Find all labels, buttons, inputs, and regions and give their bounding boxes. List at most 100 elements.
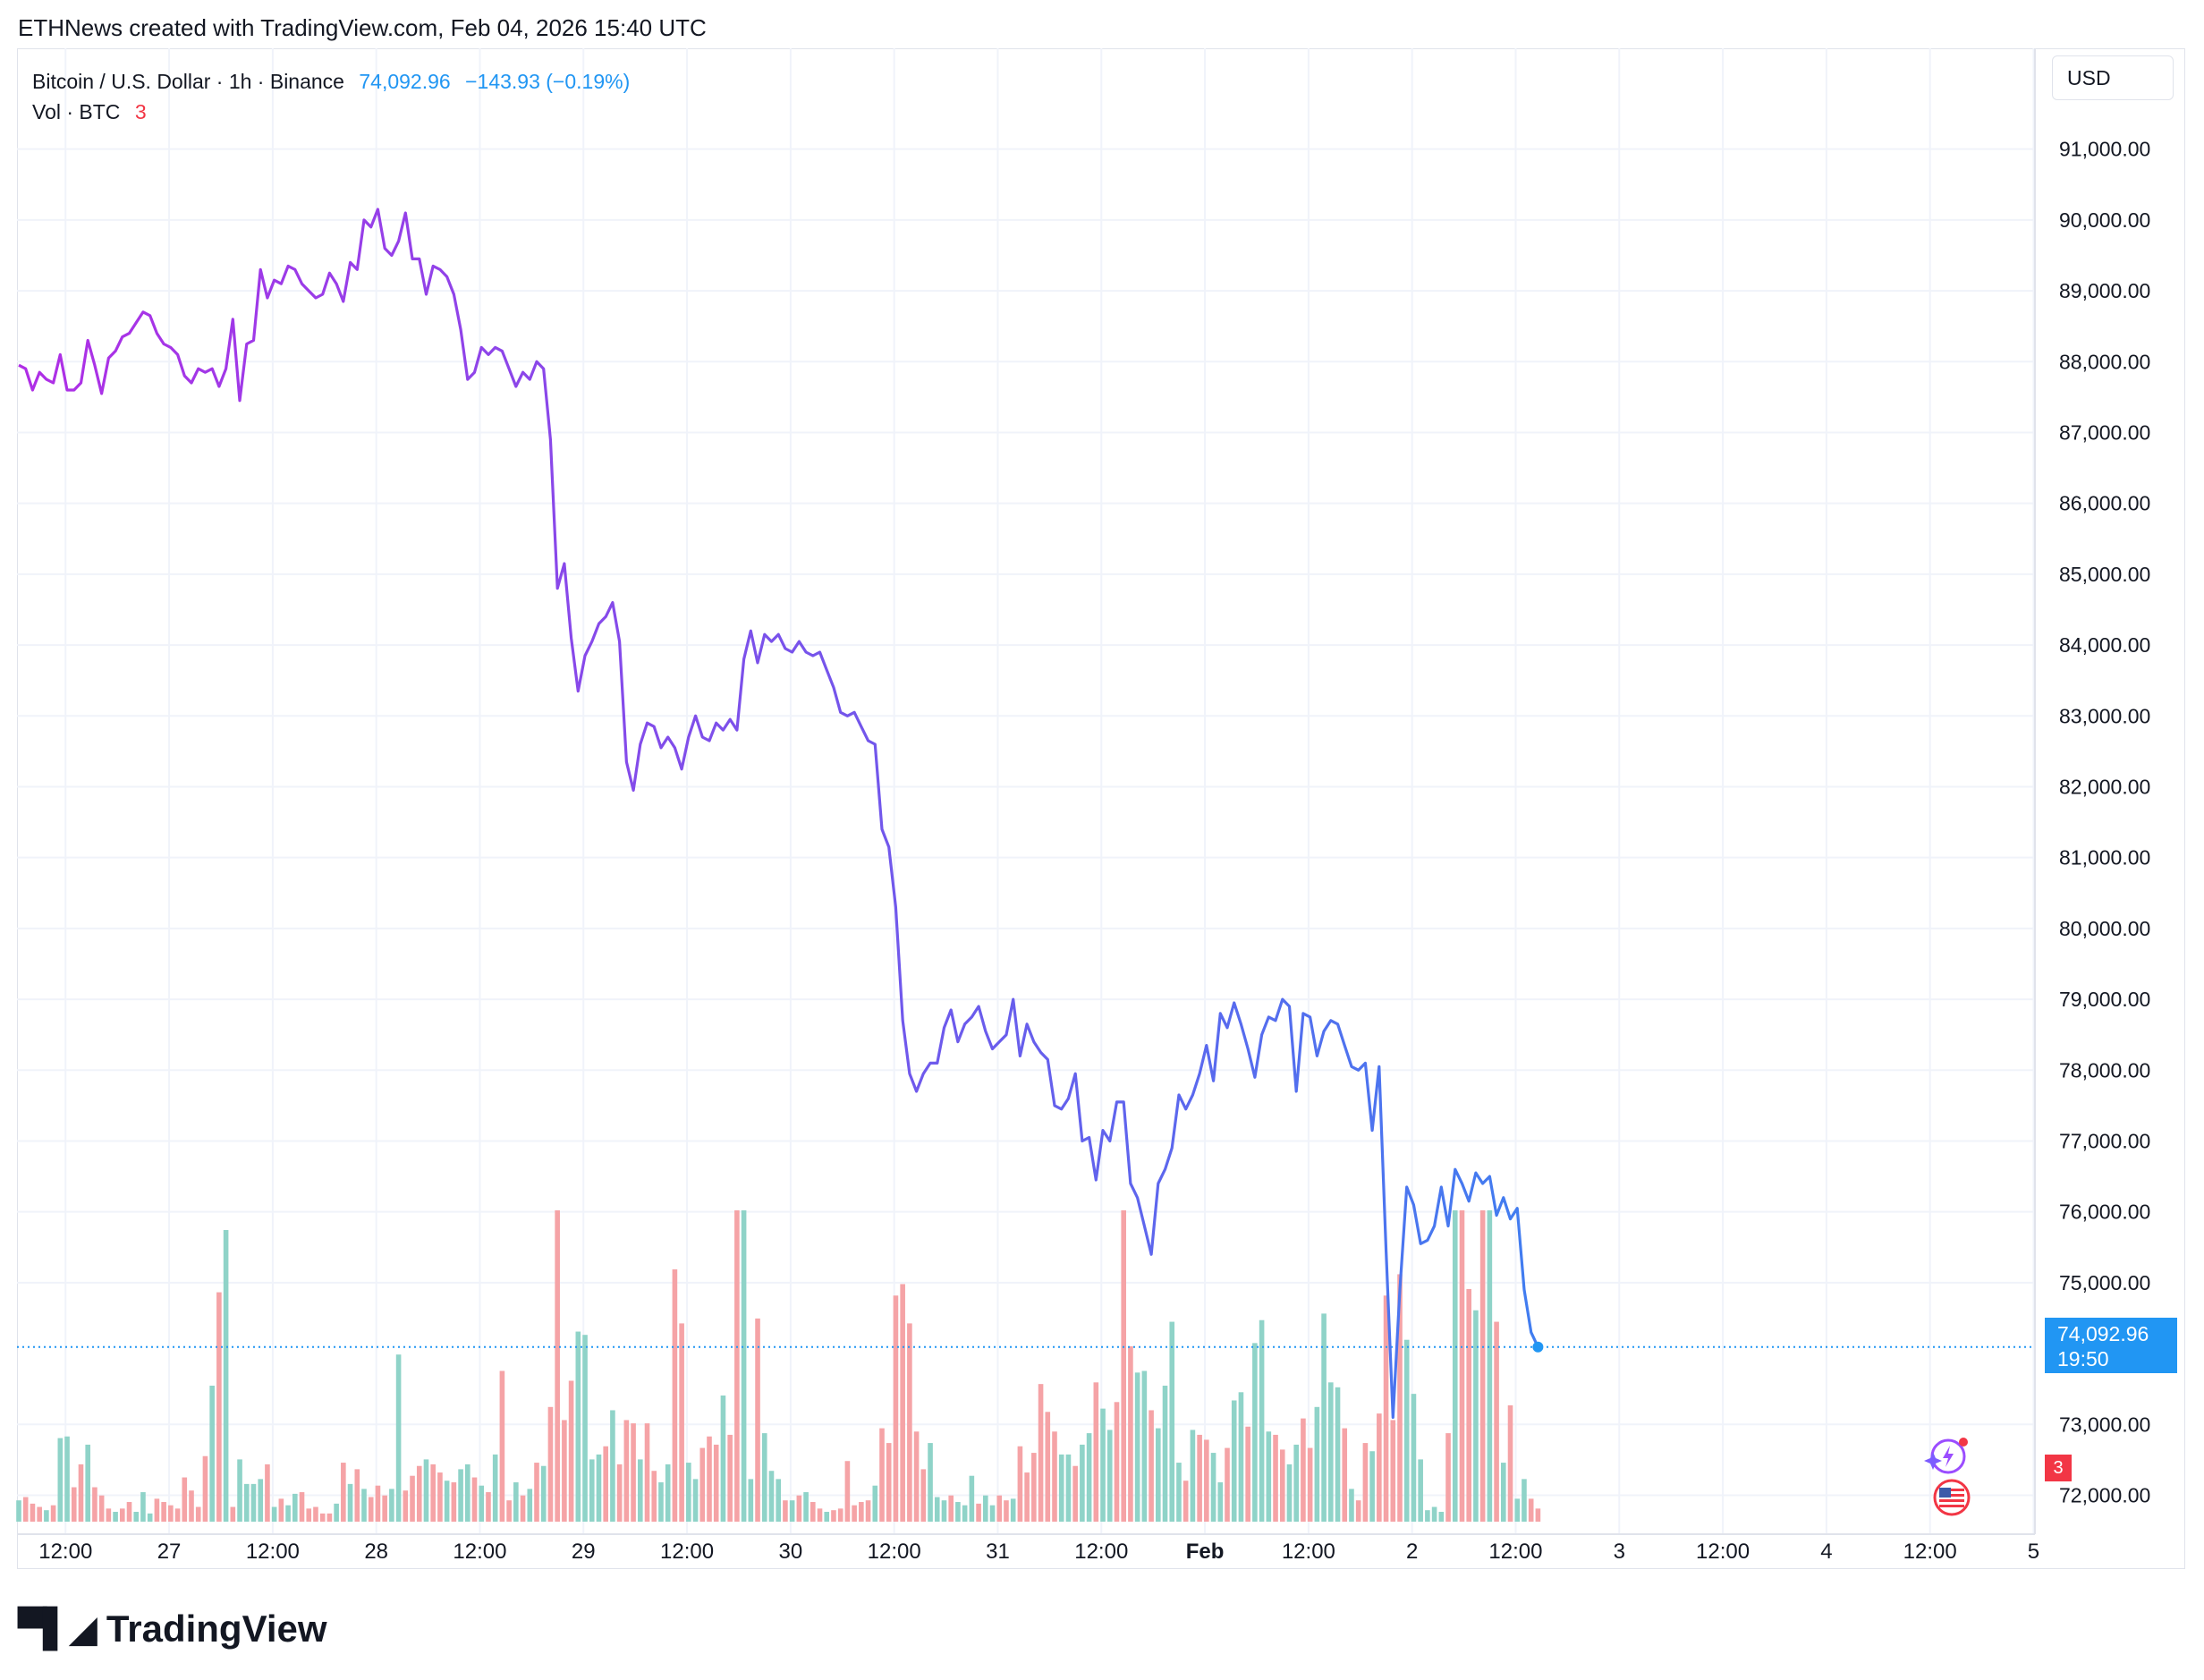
volume-bar <box>720 1395 726 1522</box>
volume-bar <box>658 1482 664 1522</box>
volume-bar <box>403 1490 409 1522</box>
volume-bar <box>603 1446 608 1522</box>
volume-bar <box>589 1459 595 1522</box>
time-axis-label: 5 <box>2028 1540 2039 1564</box>
volume-bar <box>534 1463 539 1522</box>
volume-bar <box>748 1479 754 1522</box>
volume-bar <box>1176 1463 1182 1522</box>
chart-credit-header: ETHNews created with TradingView.com, Fe… <box>18 14 707 41</box>
volume-bar <box>1321 1313 1327 1522</box>
price-axis-label: 76,000.00 <box>2059 1201 2150 1224</box>
volume-bar <box>1383 1295 1389 1522</box>
volume-bar <box>810 1502 816 1522</box>
volume-bar <box>962 1505 968 1522</box>
volume-bar <box>886 1443 892 1522</box>
volume-bar <box>638 1459 643 1522</box>
volume-bar <box>1438 1512 1445 1522</box>
volume-bar <box>941 1500 947 1522</box>
volume-bar <box>920 1469 927 1522</box>
chart-legend: Bitcoin / U.S. Dollar · 1h · Binance 74,… <box>32 66 630 127</box>
volume-bar <box>796 1495 802 1522</box>
volume-bar <box>859 1502 864 1522</box>
volume-bar <box>651 1471 657 1522</box>
volume-bar <box>1301 1418 1306 1522</box>
volume-bar <box>382 1495 387 1522</box>
volume-bar <box>1031 1453 1037 1522</box>
us-flag-icon[interactable] <box>1932 1478 1971 1517</box>
volume-bar <box>1335 1387 1341 1522</box>
price-series-line <box>18 208 1539 1419</box>
legend-symbol[interactable]: Bitcoin / U.S. Dollar · 1h · Binance <box>32 70 344 93</box>
time-axis-label: 31 <box>986 1540 1010 1564</box>
last-price-tag-value: 74,092.96 <box>2057 1322 2149 1345</box>
volume-bar <box>1528 1498 1534 1522</box>
volume-bar <box>989 1505 996 1522</box>
volume-bar <box>319 1513 326 1522</box>
tradingview-logo-icon: ▀▌◢ <box>18 1607 97 1650</box>
volume-bar <box>416 1465 422 1522</box>
volume-bar <box>202 1455 208 1522</box>
volume-bar <box>1086 1433 1092 1522</box>
volume-bar <box>672 1268 678 1522</box>
volume-bar <box>189 1490 194 1522</box>
tradingview-logo[interactable]: ▀▌◢ TradingView <box>18 1607 327 1650</box>
time-axis[interactable]: 12:00 27 12:00 28 12:00 29 12:00 30 12:00 31 12:00… <box>38 1540 2039 1564</box>
volume-bar <box>1377 1413 1382 1522</box>
volume-bar <box>334 1503 339 1522</box>
volume-bar <box>623 1420 630 1522</box>
volume-bar <box>361 1489 367 1522</box>
volume-bar <box>1080 1444 1085 1522</box>
volume-bar <box>631 1423 636 1522</box>
volume-bar <box>444 1481 450 1522</box>
volume-bar <box>761 1433 767 1522</box>
volume-bar <box>1017 1446 1023 1522</box>
volume-bar <box>1397 1274 1403 1522</box>
volume-bar <box>354 1469 360 1522</box>
volume-bar <box>562 1420 567 1522</box>
volume-bar <box>437 1472 443 1522</box>
volume-bar <box>22 1497 29 1522</box>
volume-bar <box>1494 1321 1499 1522</box>
volume-bar <box>1010 1498 1016 1522</box>
currency-selector[interactable]: USD <box>2052 55 2174 100</box>
volume-bar <box>686 1463 691 1522</box>
volume-bar <box>734 1210 740 1522</box>
volume-bar <box>1149 1410 1154 1522</box>
volume-bar <box>727 1434 733 1522</box>
time-axis-label: 12:00 <box>38 1540 92 1564</box>
volume-bar <box>471 1477 478 1522</box>
volume-bar <box>1293 1444 1299 1522</box>
volume-bar <box>1114 1402 1120 1522</box>
volume-bar <box>133 1512 140 1522</box>
last-price-tag: 74,092.96 19:50 <box>2045 1318 2177 1373</box>
legend-volume-value: 3 <box>134 100 147 123</box>
price-axis-label: 80,000.00 <box>2059 917 2150 940</box>
volume-bar <box>1141 1370 1148 1522</box>
sparkle-lightning-icon[interactable] <box>1921 1431 1971 1481</box>
price-chart[interactable]: 91,000.00 90,000.00 89,000.00 88,000.00 87,0… <box>0 0 2204 1574</box>
price-axis[interactable]: 91,000.00 90,000.00 89,000.00 88,000.00 87,0… <box>2059 138 2150 1507</box>
price-axis-label: 82,000.00 <box>2059 775 2150 798</box>
price-axis-label: 75,000.00 <box>2059 1271 2150 1294</box>
volume-bar <box>1156 1428 1161 1522</box>
volume-bar <box>395 1354 402 1522</box>
volume-bar <box>30 1503 36 1522</box>
time-axis-label: 12:00 <box>453 1540 506 1564</box>
volume-bar <box>1362 1443 1369 1522</box>
volume-bar <box>250 1483 257 1522</box>
price-axis-label: 89,000.00 <box>2059 279 2150 302</box>
volume-bar <box>1314 1406 1320 1522</box>
volume-bar <box>486 1492 491 1522</box>
volume-bar <box>1459 1210 1465 1522</box>
volume-bar <box>92 1487 97 1522</box>
legend-volume-label[interactable]: Vol · BTC <box>32 100 121 123</box>
volume-bar <box>50 1505 56 1522</box>
volume-bar <box>1169 1321 1175 1522</box>
volume-bar <box>182 1477 188 1522</box>
volume-bar <box>1210 1453 1216 1522</box>
volume-bar <box>1466 1288 1471 1522</box>
volume-bar <box>258 1479 263 1522</box>
volume-bar <box>1522 1479 1527 1522</box>
volume-bar <box>465 1464 470 1522</box>
volume-bar <box>368 1497 374 1522</box>
